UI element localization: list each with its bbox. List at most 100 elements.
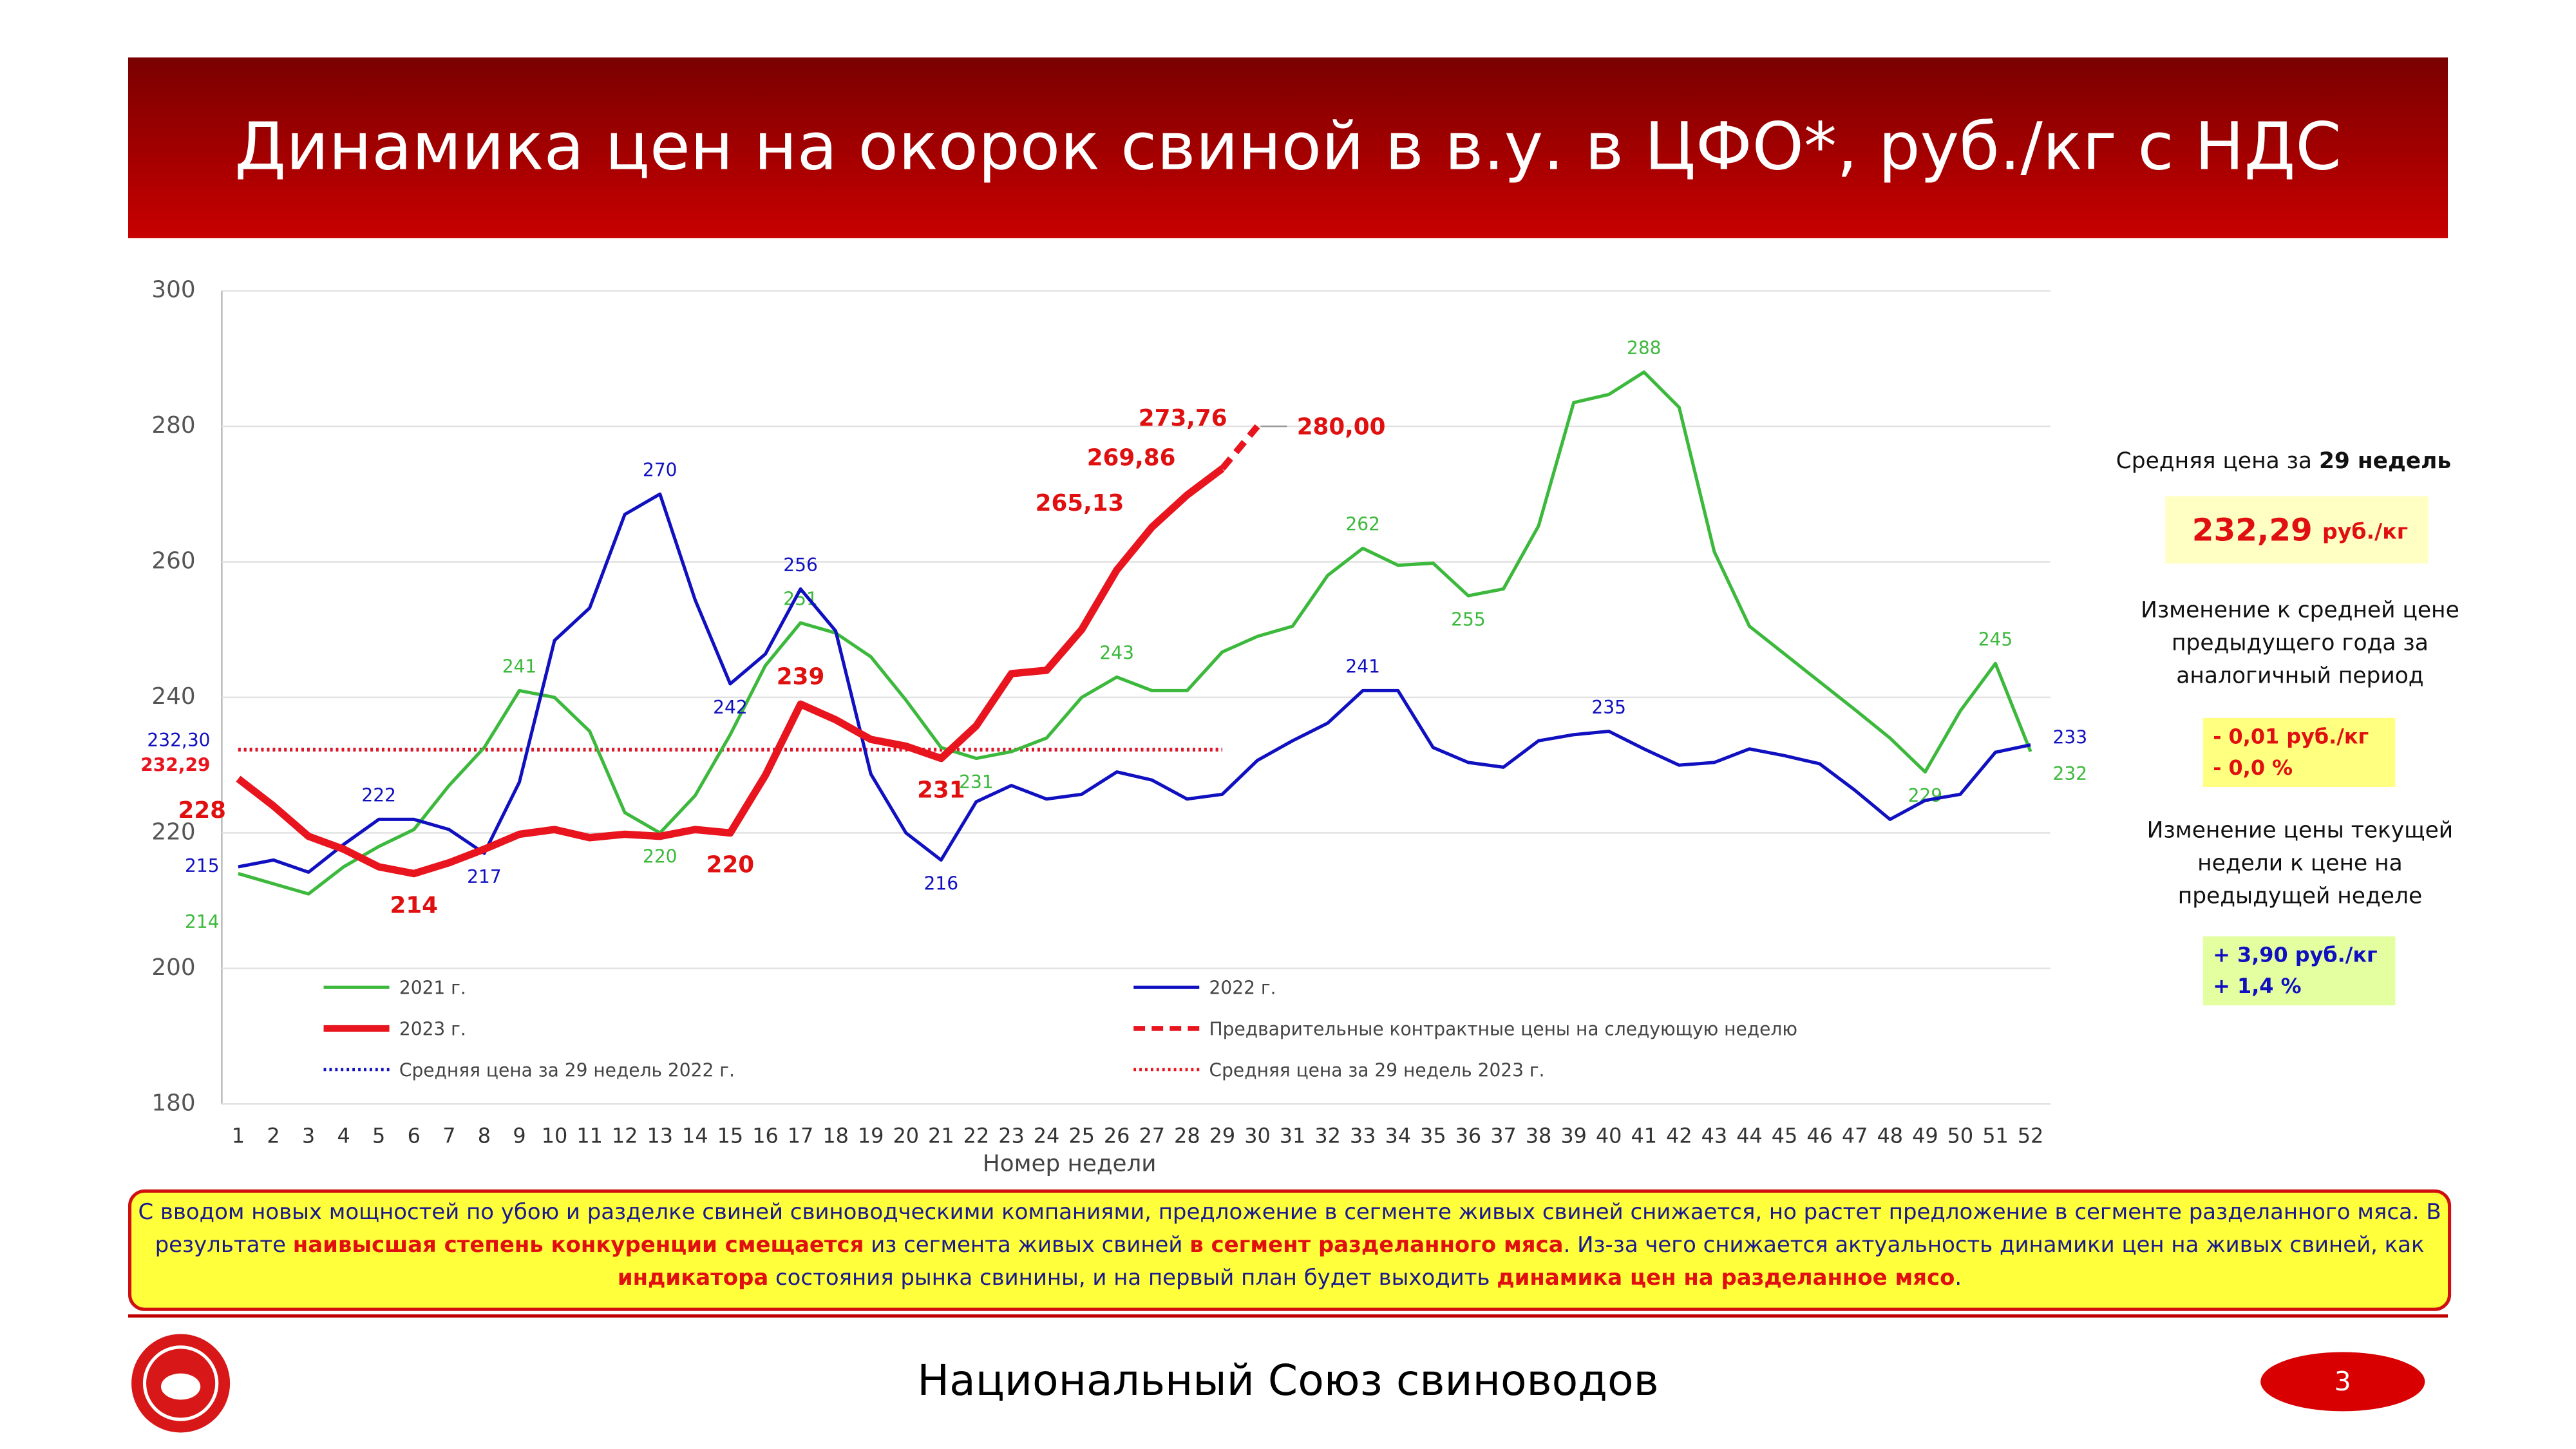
note-text: индикатора	[617, 1266, 769, 1292]
x-tick-label: 41	[1631, 1123, 1657, 1148]
data-label: 255	[1451, 609, 1486, 630]
legend-label: 2023 г.	[399, 1018, 466, 1039]
x-tick-label: 36	[1455, 1123, 1482, 1148]
x-tick-label: 20	[893, 1123, 919, 1148]
page-badge	[2260, 1352, 2425, 1412]
x-tick-label: 6	[408, 1123, 421, 1148]
x-tick-label: 3	[302, 1123, 315, 1148]
x-tick-label: 18	[822, 1123, 849, 1148]
data-label: 241	[1345, 656, 1380, 677]
side-caption: Изменение цены текущей	[2147, 817, 2453, 843]
y-tick-label: 300	[151, 277, 195, 303]
x-tick-label: 37	[1490, 1123, 1517, 1148]
y-tick-label: 200	[151, 954, 195, 981]
data-label: 256	[783, 554, 818, 576]
legend-label: 2022 г.	[1209, 978, 1276, 999]
x-tick-label: 8	[478, 1123, 491, 1148]
x-tick-label: 29	[1209, 1123, 1236, 1148]
x-tick-label: 48	[1877, 1123, 1903, 1148]
legend-label: 2021 г.	[399, 978, 466, 999]
x-tick-label: 51	[1982, 1123, 2009, 1148]
series-line	[236, 466, 1225, 878]
x-tick-label: 52	[2018, 1123, 2044, 1148]
data-label: 269,86	[1087, 445, 1176, 471]
x-tick-label: 38	[1526, 1123, 1552, 1148]
side-title-part: 29 недель	[2319, 448, 2451, 473]
side-title: Средняя цена за 29 недель	[2116, 448, 2451, 473]
note-text: из сегмента живых свиней	[864, 1233, 1190, 1259]
title: Динамика цен на окорок свиной в в.у. в Ц…	[234, 109, 2341, 185]
x-tick-label: 50	[1947, 1123, 1974, 1148]
x-tick-label: 46	[1806, 1123, 1833, 1148]
x-tick-label: 34	[1385, 1123, 1411, 1148]
data-label: 231	[959, 772, 994, 793]
data-label: 214	[185, 911, 220, 933]
note-text: динамика цен на разделанное мясо	[1497, 1266, 1955, 1292]
y-tick-label: 220	[151, 819, 195, 845]
x-tick-label: 35	[1420, 1123, 1446, 1148]
x-tick-label: 30	[1244, 1123, 1271, 1148]
average-label: 232,29	[140, 755, 210, 776]
data-label: 288	[1627, 337, 1662, 359]
x-tick-label: 22	[963, 1123, 990, 1148]
data-label: 232	[2053, 763, 2088, 784]
x-tick-label: 5	[372, 1123, 385, 1148]
x-tick-label: 4	[337, 1123, 350, 1148]
x-tick-label: 31	[1280, 1123, 1306, 1148]
avg-value: 232,29 руб./кг	[2192, 513, 2408, 549]
x-tick-label: 15	[717, 1123, 744, 1148]
x-tick-label: 11	[576, 1123, 603, 1148]
note-text: состояния рынка свинины, и на первый пла…	[768, 1266, 1497, 1292]
value-box	[2165, 496, 2429, 564]
data-label: 229	[1908, 785, 1943, 806]
data-label: 242	[713, 697, 748, 718]
y-tick-label: 180	[151, 1090, 195, 1116]
data-label: 235	[1591, 697, 1626, 718]
side-value: + 3,90 руб./кг	[2213, 943, 2377, 967]
side-caption: аналогичный период	[2176, 663, 2423, 689]
data-label: 243	[1099, 643, 1134, 664]
x-tick-label: 12	[612, 1123, 638, 1148]
x-tick-label: 43	[1701, 1123, 1728, 1148]
x-tick-label: 26	[1104, 1123, 1130, 1148]
x-tick-label: 21	[928, 1123, 954, 1148]
data-label: 273,76	[1139, 405, 1227, 431]
data-label: 222	[361, 785, 396, 806]
logo-ring	[142, 1345, 219, 1421]
data-label: 231	[917, 777, 965, 804]
preliminary-line	[1219, 424, 1260, 471]
side-title-part: Средняя цена за	[2116, 448, 2319, 473]
x-tick-label: 25	[1068, 1123, 1095, 1148]
series-line	[238, 370, 2032, 896]
x-tick-label: 24	[1034, 1123, 1060, 1148]
x-tick-label: 14	[682, 1123, 708, 1148]
x-tick-label: 23	[998, 1123, 1025, 1148]
series-line	[238, 492, 2031, 874]
legend-label: Средняя цена за 29 недель 2023 г.	[1209, 1059, 1545, 1081]
data-label: 262	[1345, 514, 1380, 535]
side-value: - 0,0 %	[2213, 755, 2293, 780]
data-label: 270	[643, 460, 677, 481]
side-caption: Изменение к средней цене	[2141, 597, 2459, 623]
data-label: 245	[1978, 629, 2013, 650]
header-band	[128, 57, 2448, 238]
x-tick-label: 7	[442, 1123, 455, 1148]
data-label: 220	[706, 851, 755, 878]
y-tick-label: 280	[151, 412, 195, 439]
note-text: . Из-за чего снижается актуальность дина…	[1563, 1233, 2425, 1259]
x-tick-label: 17	[788, 1123, 814, 1148]
x-tick-label: 1	[232, 1123, 245, 1148]
side-caption: недели к цене на	[2197, 850, 2403, 876]
x-tick-label: 16	[752, 1123, 779, 1148]
data-label: 216	[924, 873, 959, 895]
value-box	[2202, 936, 2396, 1006]
x-tick-label: 39	[1560, 1123, 1587, 1148]
note-text: в сегмент разделанного мяса	[1189, 1233, 1564, 1259]
average-label: 232,30	[147, 730, 210, 751]
legend-label: Средняя цена за 29 недель 2022 г.	[399, 1059, 735, 1081]
avg-unit: руб./кг	[2322, 518, 2408, 544]
x-tick-label: 28	[1174, 1123, 1200, 1148]
x-tick-label: 2	[267, 1123, 279, 1148]
